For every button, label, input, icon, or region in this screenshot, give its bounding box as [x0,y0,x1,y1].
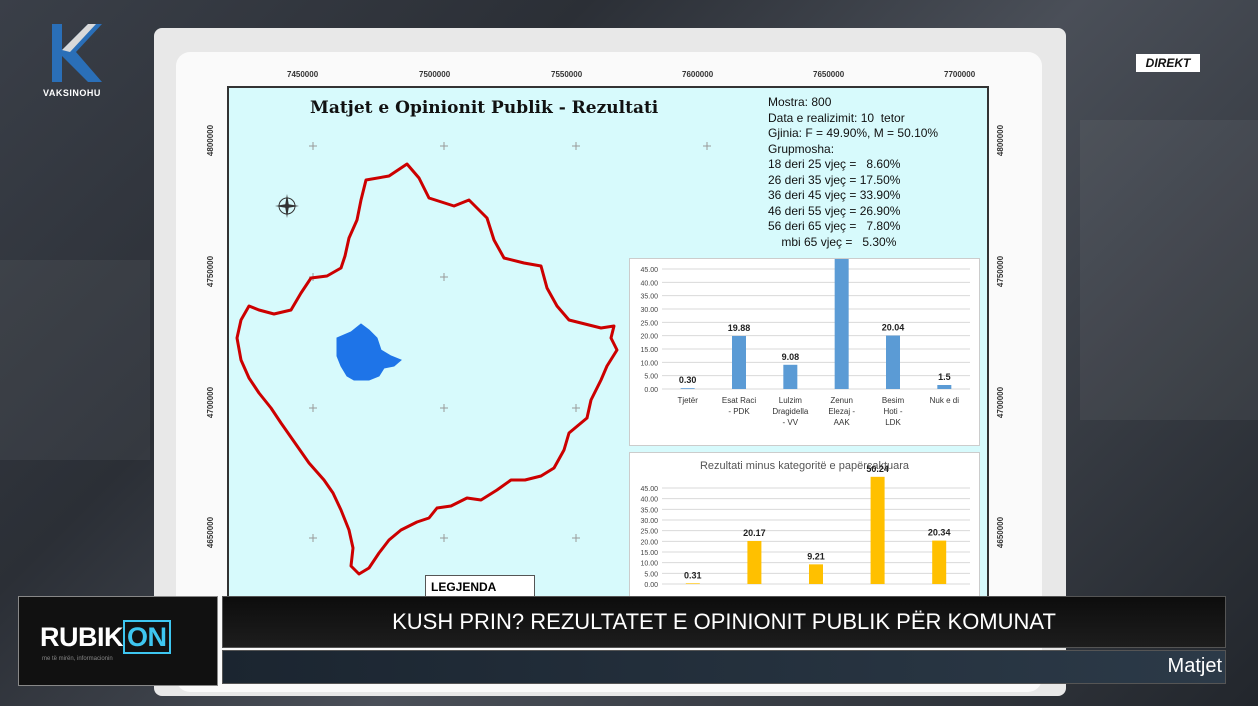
y-tick-label: 15.00 [640,347,658,354]
brand-logo-main: RUBIK [40,622,124,652]
info-line: Gjinia: F = 49.90%, M = 50.10% [768,126,939,140]
y-tick-label: 25.00 [640,320,658,327]
headline-text: KUSH PRIN? REZULTATET E OPINIONIT PUBLIK… [392,609,1056,634]
data-label: 9.08 [782,352,800,362]
chart-title: Rezultati minus kategoritë e papërcaktua… [700,460,910,472]
y-tick-label: 45.00 [640,267,658,274]
map-title: Matjet e Opinionit Publik - Rezultati [310,98,659,118]
grid-crosses [309,142,711,542]
coord-label: 4800000 [206,124,216,157]
bar [783,364,798,389]
category-label: Nuk e di [930,396,960,405]
y-tick-label: 45.00 [640,486,658,493]
background-shape [1080,120,1258,420]
municipality-area [336,323,402,381]
y-tick-label: 35.00 [640,507,658,514]
data-label: 20.17 [743,528,766,538]
y-tick-label: 35.00 [640,294,658,301]
y-tick-label: 20.00 [640,539,658,546]
kosovo-border [235,162,619,576]
channel-logo-label: VAKSINOHU [43,88,101,98]
y-tick-label: 10.00 [640,561,658,568]
data-label: 0.31 [684,570,702,580]
coord-label: 4750000 [206,255,216,288]
info-line: Grupmosha: [768,141,835,156]
bar [886,335,900,389]
results-adjusted-chart-svg: Rezultati minus kategoritë e papërcaktua… [640,460,970,589]
background-shape [0,260,150,460]
info-line: 46 deri 55 vjeç = 26.90% [768,203,901,218]
info-line: 36 deri 45 vjeç = 33.90% [768,188,901,202]
coord-label: 4650000 [206,516,216,549]
brand-logo: RUBIK ON [40,620,171,654]
y-tick-label: 40.00 [640,280,658,287]
data-label: 0.30 [679,375,697,385]
brand-logo-accent: ON [123,620,171,654]
y-tick-label: 5.00 [644,374,658,381]
coord-label: 7600000 [682,70,714,79]
bar [732,335,746,389]
coord-label: 4700000 [996,386,1006,419]
bar [809,564,823,584]
coord-label: 7650000 [813,70,845,79]
headline-bar [222,596,1226,648]
y-tick-label: 10.00 [640,360,658,367]
bar [685,583,700,584]
bar [747,540,762,584]
coord-label: 4800000 [996,124,1006,157]
category-label: Besim Hoti -LDK [882,396,905,427]
info-line: mbi 65 vjeç = 5.30% [768,234,897,249]
info-line: 18 deri 25 vjeç = 8.60% [768,157,901,171]
data-label: 50.24 [866,464,889,474]
y-tick-label: 0.00 [644,582,658,589]
coord-label: 7700000 [944,70,976,79]
coord-label: 7450000 [287,70,319,79]
info-line: 56 deri 65 vjeç = 7.80% [768,219,901,233]
category-label: Zenun Elezaj -AAK [828,396,855,427]
channel-logo-icon [52,24,102,82]
live-badge: DIREKT [1136,54,1200,72]
legend-box: LEGJENDA [425,575,535,597]
category-label: Lulzim Dragidella - VV [772,396,809,427]
brand-box [18,596,218,686]
survey-info: Mostra: 800 Data e realizimit: 10 tetor … [768,95,938,250]
info-line: 26 deri 35 vjeç = 17.50% [768,172,901,187]
north-arrow-icon [275,194,299,218]
data-label: 19.88 [728,323,751,333]
bar [932,540,947,584]
y-tick-label: 40.00 [640,497,658,504]
data-label: 20.34 [928,528,951,538]
data-label: 1.5 [938,372,951,382]
category-label: Esat Raci - PDK [722,396,756,416]
info-line: Data e realizimit: 10 tetor [768,110,905,125]
y-tick-label: 30.00 [640,518,658,525]
results-adjusted-chart: Rezultati minus kategoritë e papërcaktua… [629,452,980,614]
coord-label: 4700000 [206,386,216,419]
results-chart: 0.00 5.00 10.00 15.00 20.00 25.00 30.00 35.00 40… [629,244,980,446]
y-tick-label: 5.00 [644,571,658,578]
brand-tagline: me të mirën, informacionin [42,656,113,662]
data-label: 9.21 [807,551,825,561]
coord-label: 7550000 [551,70,583,79]
info-line: Mostra: 800 [768,95,832,109]
coord-label: 7500000 [419,70,451,79]
bar [834,257,849,389]
coord-label: 4750000 [996,255,1006,288]
bar [870,476,885,584]
results-chart-svg: 0.00 5.00 10.00 15.00 20.00 25.00 30.00 35.00 40… [640,244,970,427]
y-tick-label: 15.00 [640,550,658,557]
bar [680,388,695,389]
map-svg [235,142,711,576]
y-tick-label: 30.00 [640,307,658,314]
data-label: 20.04 [882,323,905,333]
coord-label: 4650000 [996,516,1006,549]
category-label: Tjetër [677,396,698,405]
y-tick-label: 0.00 [644,387,658,394]
y-tick-label: 20.00 [640,334,658,341]
y-tick-label: 25.00 [640,529,658,536]
subtitle-bar [222,650,1226,684]
bar [937,385,952,389]
subtitle-text: Matjet [1167,655,1222,677]
